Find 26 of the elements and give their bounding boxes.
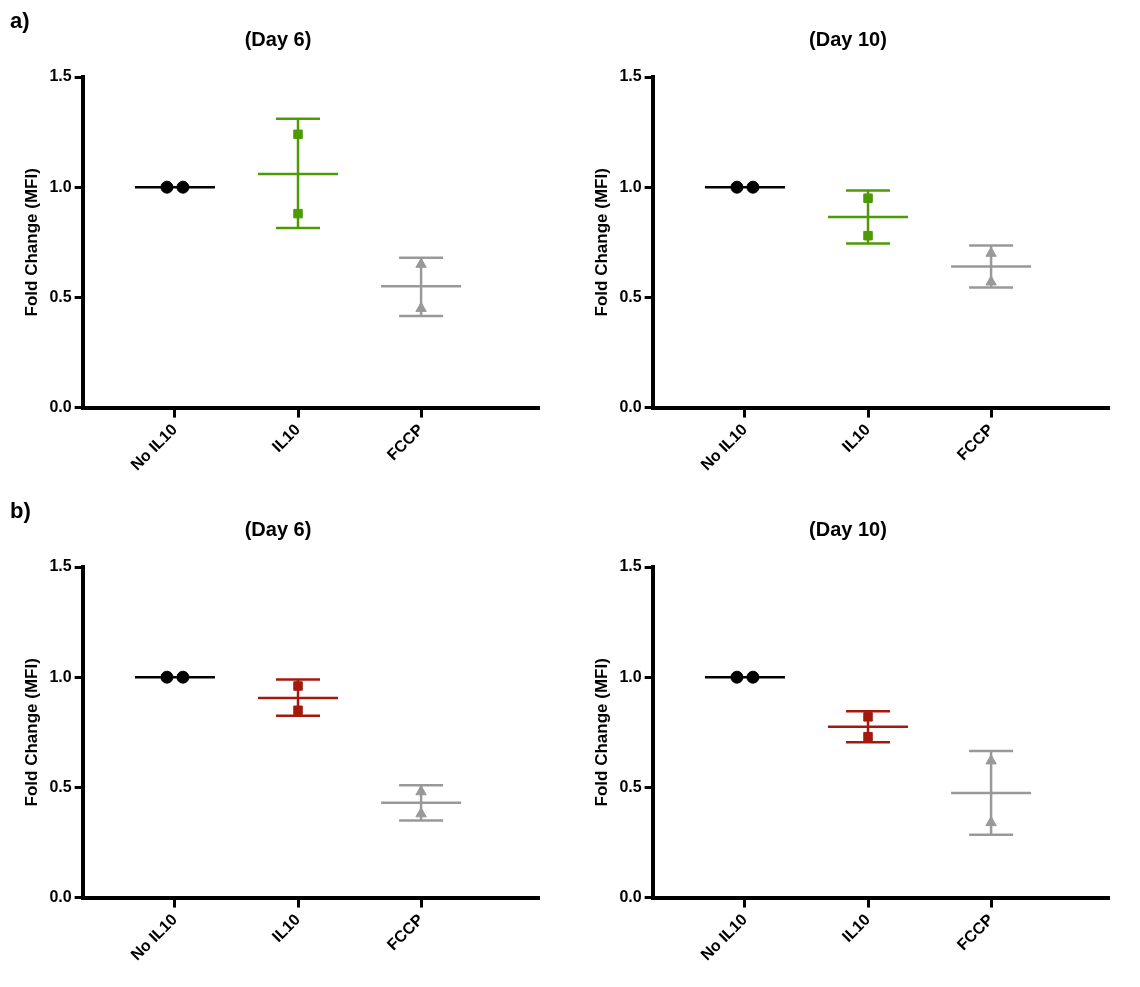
y-tick-label: 0.0	[49, 887, 72, 905]
y-axis-title: Fold Change (MFI)	[21, 168, 41, 317]
y-tick-label: 1.0	[619, 177, 642, 195]
y-axis-title: Fold Change (MFI)	[591, 168, 611, 317]
y-tick-label: 0.5	[49, 777, 72, 795]
chart-title: (Day 10)	[809, 27, 887, 50]
y-tick-label: 0.5	[619, 777, 642, 795]
y-tick-label: 1.0	[619, 667, 642, 685]
chart-title: (Day 6)	[244, 27, 312, 50]
y-tick-label: 1.5	[49, 557, 72, 575]
y-tick-label: 0.0	[619, 887, 642, 905]
y-tick-label: 0.5	[49, 287, 72, 305]
y-tick-label: 1.5	[619, 67, 642, 85]
y-tick-label: 0.0	[619, 397, 642, 415]
y-tick-label: 1.5	[619, 557, 642, 575]
y-tick-label: 1.0	[49, 177, 72, 195]
chart-title: (Day 6)	[244, 517, 312, 540]
text: a)	[10, 8, 30, 34]
chart-title: (Day 10)	[809, 517, 887, 540]
y-tick-label: 0.0	[49, 397, 72, 415]
y-axis-title: Fold Change (MFI)	[21, 658, 41, 807]
y-tick-label: 1.0	[49, 667, 72, 685]
text: b)	[10, 498, 31, 524]
y-tick-label: 0.5	[619, 287, 642, 305]
y-axis-title: Fold Change (MFI)	[591, 658, 611, 807]
y-tick-label: 1.5	[49, 67, 72, 85]
